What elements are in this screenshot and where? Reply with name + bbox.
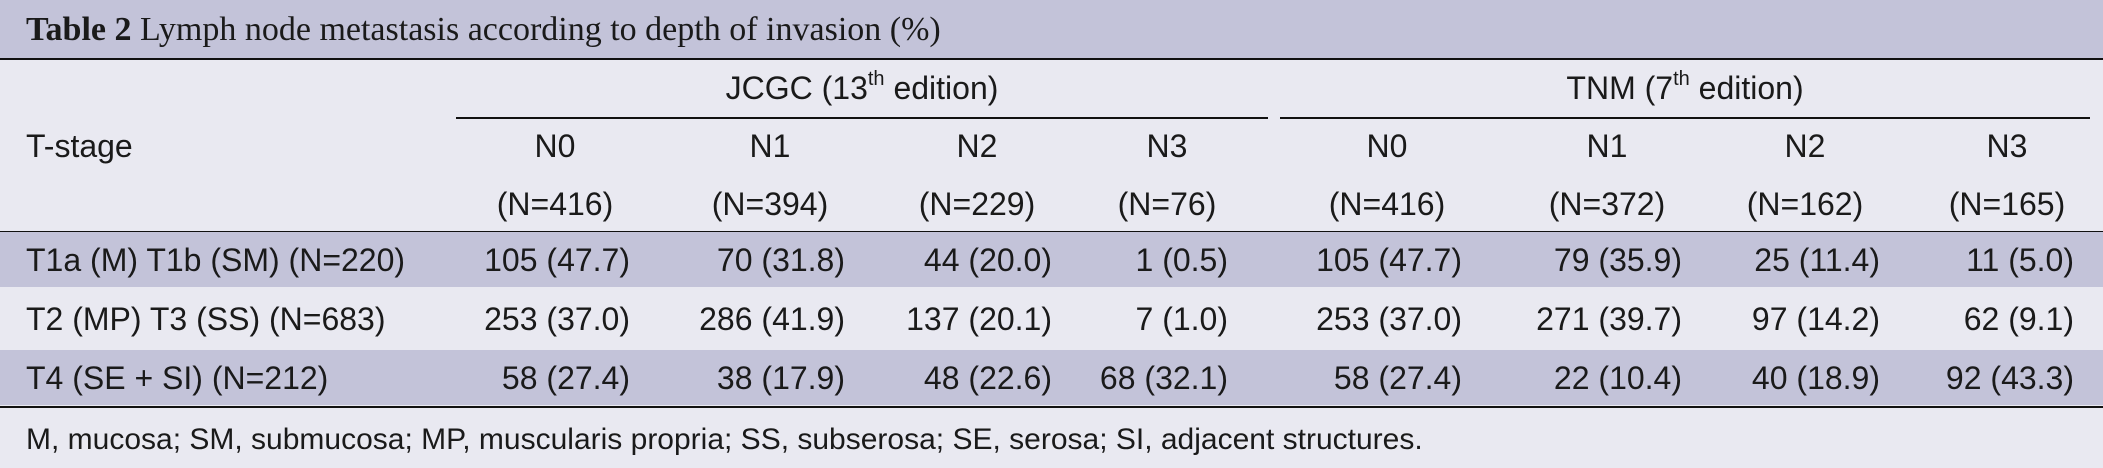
table-cell: 58 (27.4) (1333, 360, 1462, 396)
table-caption: Lymph node metastasis according to depth… (140, 11, 941, 48)
table-title-bar (0, 0, 2103, 58)
bottom-rule (0, 406, 2103, 408)
table-cell: 137 (20.1) (906, 301, 1052, 337)
column-header-label: N3 (1146, 128, 1188, 164)
table-cell: 58 (27.4) (501, 360, 630, 396)
row-label: T1a (M) T1b (SM) (N=220) (26, 242, 406, 278)
t-stage-header: T-stage (26, 128, 133, 164)
table-cell: 40 (18.9) (1751, 360, 1880, 396)
row-label: T4 (SE + SI) (N=212) (26, 360, 329, 396)
table-cell: 25 (11.4) (1754, 242, 1880, 278)
table-title: Table 2 Lymph node metastasis according … (26, 8, 941, 52)
table-cell: 48 (22.6) (923, 360, 1052, 396)
row-band-3 (0, 350, 2103, 405)
table-cell: 62 (9.1) (1963, 301, 2074, 337)
column-header-count: (N=165) (1948, 186, 2066, 222)
column-header-count: (N=372) (1548, 186, 1666, 222)
row-band-1 (0, 232, 2103, 287)
footnote: M, mucosa; SM, submucosa; MP, muscularis… (26, 423, 1423, 456)
column-header-label: N0 (534, 128, 576, 164)
table-cell: 11 (5.0) (1966, 242, 2074, 278)
column-header-count: (N=76) (1117, 186, 1217, 222)
column-header-label: N1 (749, 128, 791, 164)
table-cell: 105 (47.7) (1316, 242, 1462, 278)
table-number: Table 2 (26, 11, 132, 48)
column-header-count: (N=162) (1746, 186, 1864, 222)
table-cell: 253 (37.0) (1316, 301, 1462, 337)
table-cell: 271 (39.7) (1536, 301, 1682, 337)
group-header-jcgc: JCGC (13th edition) (725, 68, 999, 106)
column-header-label: N2 (1784, 128, 1826, 164)
table-cell: 68 (32.1) (1099, 360, 1228, 396)
column-header-count: (N=416) (1328, 186, 1446, 222)
column-header-label: N0 (1366, 128, 1408, 164)
column-header-count: (N=229) (918, 186, 1036, 222)
table-cell: 38 (17.9) (716, 360, 845, 396)
table-cell: 253 (37.0) (484, 301, 630, 337)
table-cell: 92 (43.3) (1945, 360, 2074, 396)
column-header-label: N1 (1586, 128, 1628, 164)
group-header-tnm: TNM (7th edition) (1566, 68, 1804, 106)
table-cell: 1 (0.5) (1135, 242, 1228, 278)
table-cell: 70 (31.8) (716, 242, 845, 278)
row-label: T2 (MP) T3 (SS) (N=683) (26, 301, 386, 337)
table-cell: 97 (14.2) (1751, 301, 1880, 337)
column-header-count: (N=394) (711, 186, 829, 222)
table-cell: 79 (35.9) (1553, 242, 1682, 278)
table-cell: 7 (1.0) (1135, 301, 1228, 337)
column-header-count: (N=416) (496, 186, 614, 222)
table-cell: 286 (41.9) (699, 301, 845, 337)
table-cell: 22 (10.4) (1553, 360, 1682, 396)
jcgc-underline (456, 117, 1268, 119)
top-rule (0, 58, 2103, 60)
table-cell: 44 (20.0) (923, 242, 1052, 278)
table-cell: 105 (47.7) (484, 242, 630, 278)
tnm-underline (1280, 117, 2090, 119)
column-header-label: N2 (956, 128, 998, 164)
column-header-label: N3 (1986, 128, 2028, 164)
